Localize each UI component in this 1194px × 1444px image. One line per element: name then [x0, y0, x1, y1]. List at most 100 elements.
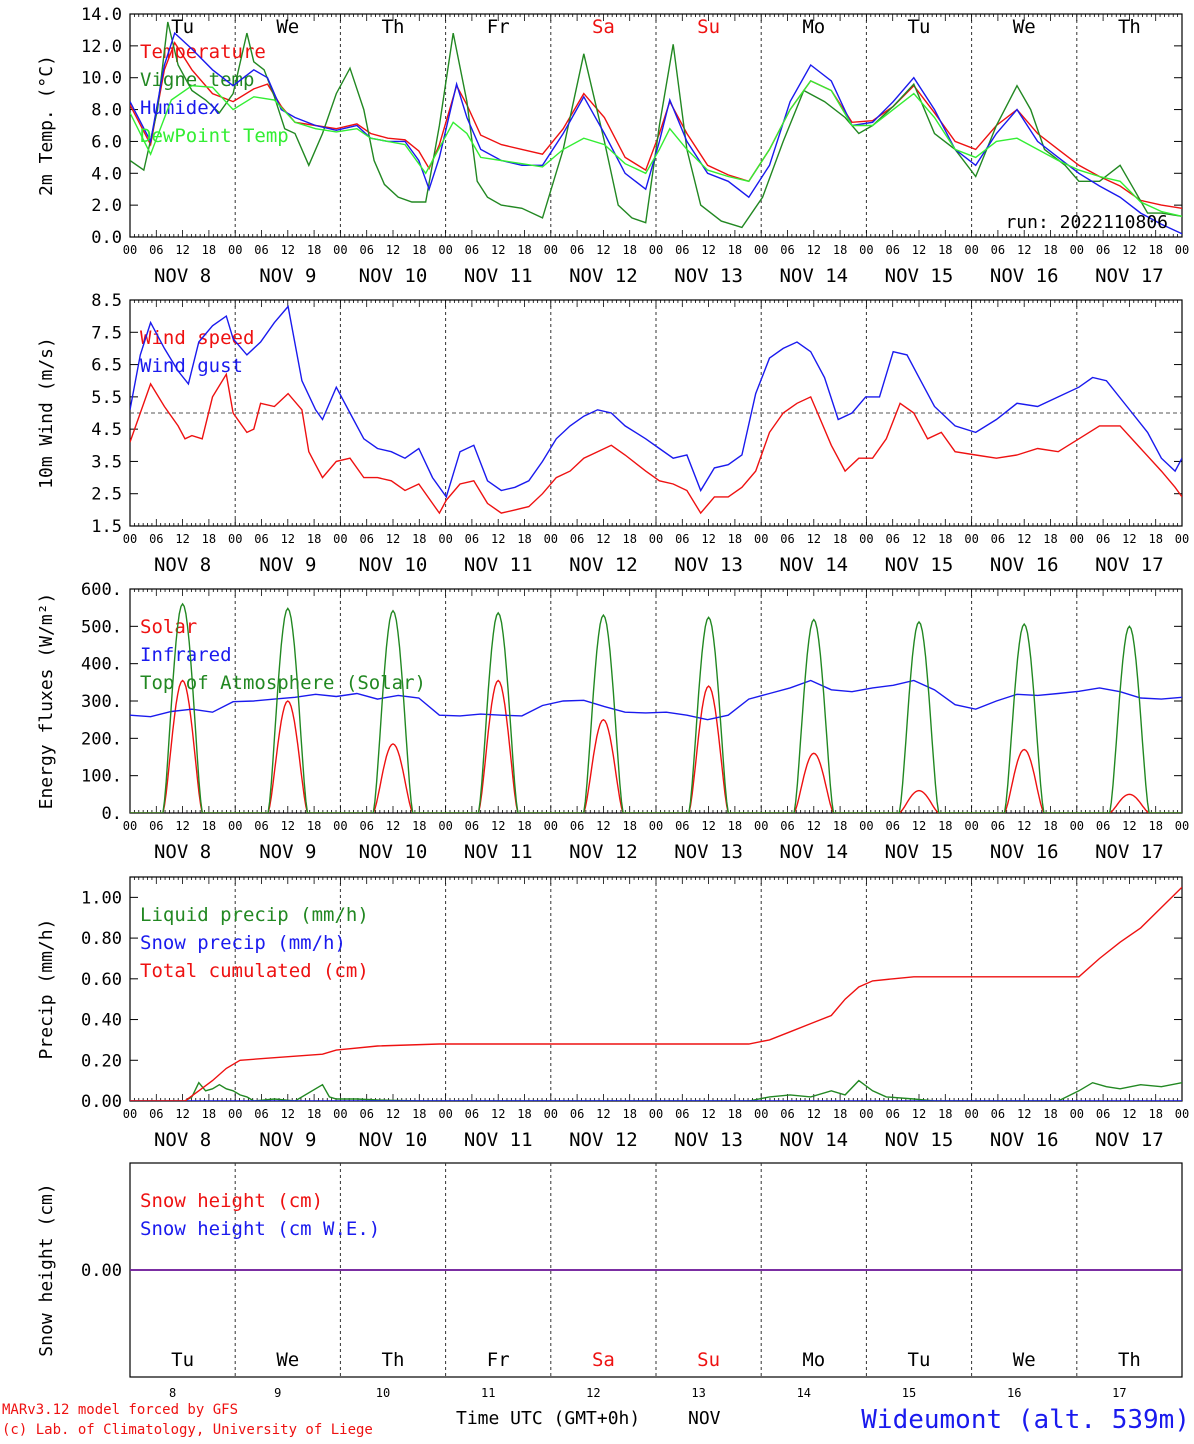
hour-tick-label: 12	[281, 1107, 295, 1121]
hour-tick-label: 18	[938, 243, 952, 257]
day-abbr-label: We	[276, 16, 299, 38]
hour-tick-label: 06	[149, 243, 163, 257]
y-axis-label: Precip (mm/h)	[36, 919, 57, 1060]
hour-tick-label: 06	[1096, 243, 1110, 257]
hour-tick-label: 06	[675, 243, 689, 257]
date-label: NOV 9	[259, 841, 316, 863]
day-abbr-label: Tu	[908, 16, 931, 38]
hour-tick-label: 00	[544, 532, 558, 546]
hour-tick-label: 18	[517, 819, 531, 833]
hour-tick-label: 18	[833, 819, 847, 833]
y-tick-label: 0.80	[81, 929, 122, 949]
hour-tick-label: 12	[1017, 243, 1031, 257]
day-abbr-label: We	[276, 1349, 299, 1371]
hour-tick-label: 00	[964, 1107, 978, 1121]
hour-tick-label: 18	[1043, 243, 1057, 257]
hour-tick-label: 06	[780, 1107, 794, 1121]
day-number-label: 16	[1007, 1386, 1021, 1400]
hour-tick-label: 12	[807, 819, 821, 833]
y-tick-label: 14.0	[81, 5, 122, 25]
hour-tick-label: 06	[149, 819, 163, 833]
date-label: NOV 14	[779, 265, 848, 287]
hour-tick-label: 00	[438, 243, 452, 257]
date-label: NOV 14	[779, 554, 848, 576]
run-label: run: 2022110806	[1005, 212, 1168, 233]
date-label: NOV 14	[779, 1129, 848, 1151]
hour-tick-label: 06	[254, 532, 268, 546]
date-label: NOV 12	[569, 554, 638, 576]
hour-tick-label: 12	[386, 532, 400, 546]
y-tick-label: 500.	[81, 617, 122, 637]
legend-entry: Total cumulated (cm)	[140, 960, 369, 982]
hour-tick-label: 00	[964, 532, 978, 546]
hour-tick-label: 18	[938, 532, 952, 546]
hour-tick-label: 06	[254, 1107, 268, 1121]
day-number-label: 15	[902, 1386, 916, 1400]
model-credit: MARv3.12 model forced by GFS	[2, 1402, 238, 1418]
day-number-label: 14	[797, 1386, 811, 1400]
y-tick-label: 0.00	[81, 1261, 122, 1281]
date-label: NOV 11	[464, 841, 533, 863]
hour-tick-label: 12	[701, 532, 715, 546]
y-tick-label: 3.5	[91, 452, 122, 472]
hour-tick-label: 00	[228, 532, 242, 546]
y-tick-label: 100.	[81, 767, 122, 787]
hour-tick-label: 18	[1043, 819, 1057, 833]
date-label: NOV 17	[1095, 841, 1164, 863]
y-tick-label: 8.5	[91, 291, 122, 311]
hour-tick-label: 18	[202, 819, 216, 833]
hour-tick-label: 06	[991, 819, 1005, 833]
date-label: NOV 16	[990, 841, 1059, 863]
date-label: NOV 8	[154, 554, 211, 576]
day-number-label: 12	[586, 1386, 600, 1400]
series-line-red	[130, 886, 1182, 1101]
hour-tick-label: 00	[649, 243, 663, 257]
day-number-label: 17	[1112, 1386, 1126, 1400]
y-axis-label: 2m Temp. (°C)	[36, 55, 57, 196]
hour-tick-label: 12	[596, 243, 610, 257]
date-label: NOV 10	[359, 1129, 428, 1151]
hour-tick-label: 18	[412, 1107, 426, 1121]
hour-tick-label: 00	[859, 819, 873, 833]
hour-tick-label: 06	[570, 532, 584, 546]
hour-tick-label: 12	[281, 819, 295, 833]
hour-tick-label: 06	[1096, 819, 1110, 833]
hour-tick-label: 12	[281, 532, 295, 546]
hour-tick-label: 12	[281, 243, 295, 257]
hour-tick-label: 12	[1017, 819, 1031, 833]
hour-tick-label: 18	[1043, 1107, 1057, 1121]
hour-tick-label: 18	[833, 243, 847, 257]
hour-tick-label: 18	[938, 819, 952, 833]
hour-tick-label: 12	[1017, 1107, 1031, 1121]
date-label: NOV 11	[464, 265, 533, 287]
day-abbr-label: Th	[1118, 16, 1141, 38]
hour-tick-label: 06	[1096, 532, 1110, 546]
y-tick-label: 5.5	[91, 388, 122, 408]
hour-tick-label: 12	[175, 819, 189, 833]
date-label: NOV 14	[779, 841, 848, 863]
hour-tick-label: 00	[754, 1107, 768, 1121]
legend-entry: Humidex	[140, 97, 220, 119]
hour-tick-label: 00	[333, 819, 347, 833]
hour-tick-label: 06	[254, 243, 268, 257]
y-tick-label: 2.0	[91, 196, 122, 216]
series-line-blue	[130, 304, 1182, 499]
date-label: NOV 13	[674, 841, 743, 863]
y-axis-label: 10m Wind (m/s)	[36, 337, 57, 489]
time-axis-label: Time UTC (GMT+0h)	[456, 1408, 640, 1429]
date-label: NOV 13	[674, 265, 743, 287]
hour-tick-label: 00	[438, 532, 452, 546]
day-abbr-label: Tu	[908, 1349, 931, 1371]
hour-tick-label: 18	[202, 532, 216, 546]
y-tick-label: 2.5	[91, 485, 122, 505]
hour-tick-label: 06	[359, 819, 373, 833]
date-label: NOV 11	[464, 554, 533, 576]
hour-tick-label: 00	[228, 1107, 242, 1121]
hour-tick-label: 18	[307, 1107, 321, 1121]
legend-entry: Snow precip (mm/h)	[140, 932, 346, 954]
hour-tick-label: 00	[123, 243, 137, 257]
date-label: NOV 10	[359, 554, 428, 576]
day-abbr-label: Fr	[487, 16, 510, 38]
hour-tick-label: 00	[754, 532, 768, 546]
